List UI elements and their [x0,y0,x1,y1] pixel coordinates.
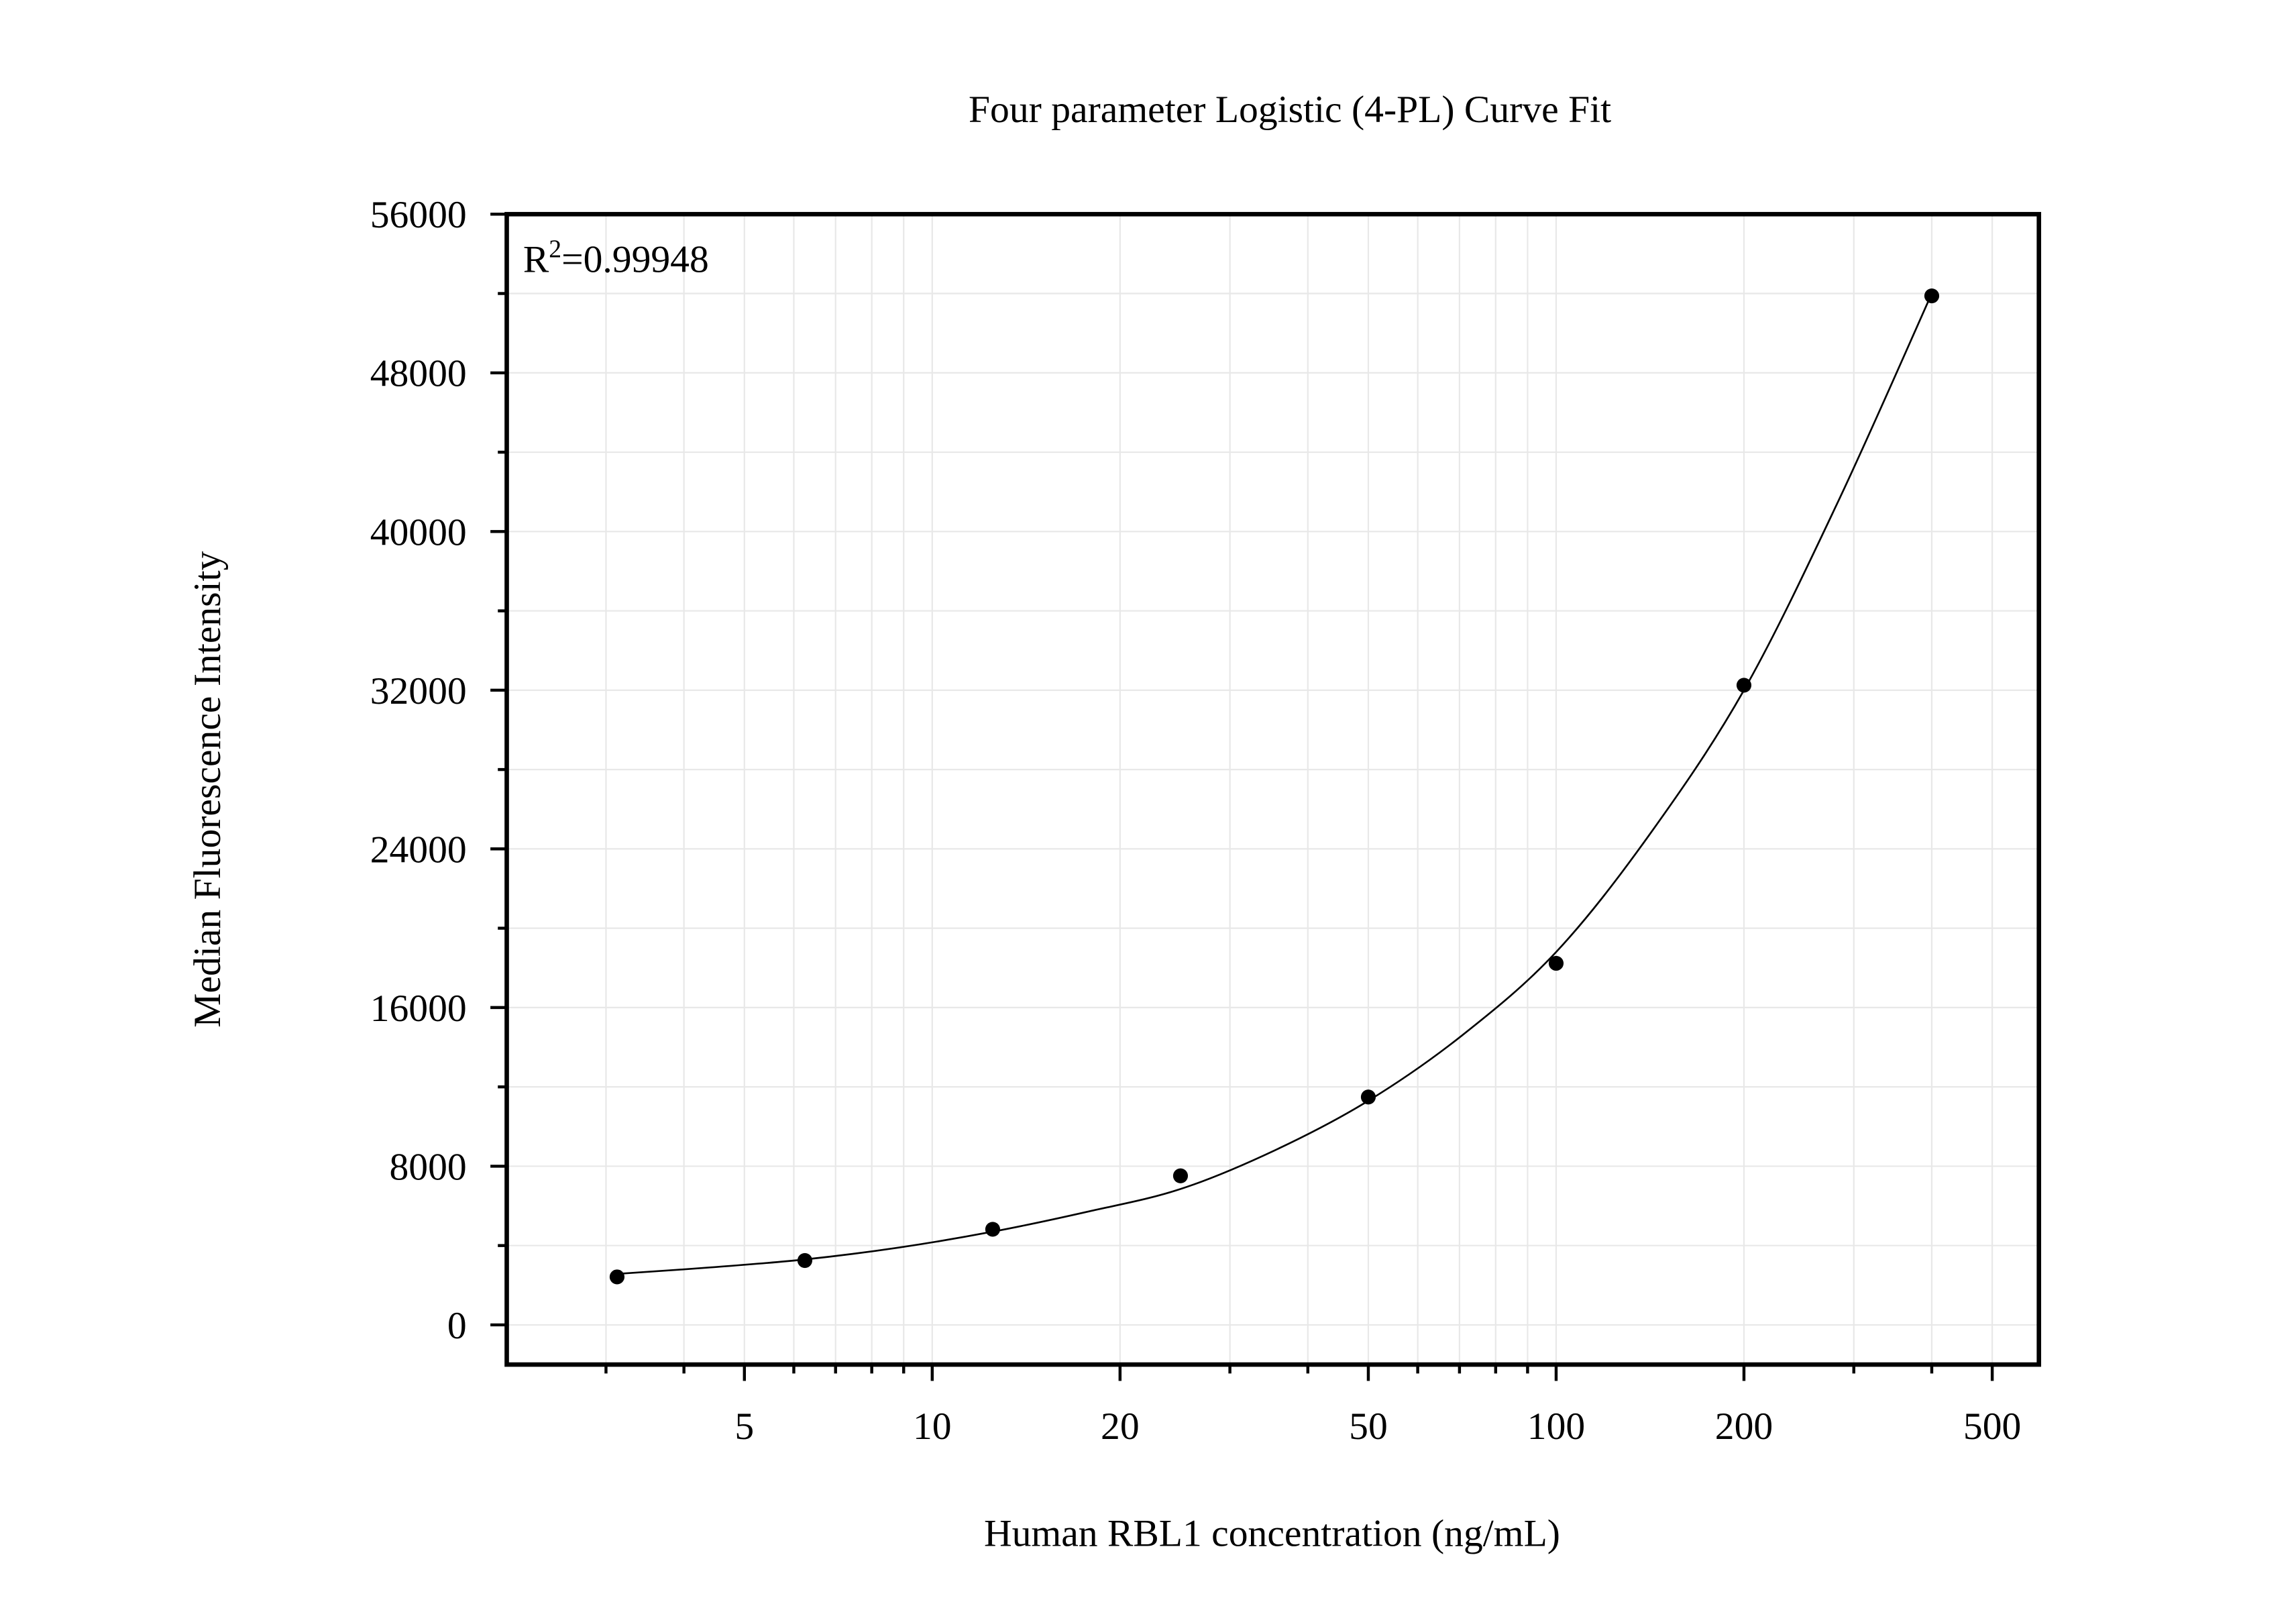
x-tick-label: 100 [1527,1405,1585,1448]
r-squared-sup: 2 [549,235,561,264]
data-point [1548,955,1564,971]
r-squared: R2=0.99948 [523,235,709,281]
y-tick-label: 32000 [370,670,467,712]
chart-title: Four parameter Logistic (4-PL) Curve Fit [969,89,1611,131]
y-tick-label: 8000 [389,1146,466,1188]
data-point [1360,1089,1376,1105]
data-point [1172,1168,1189,1183]
x-tick-label: 5 [734,1405,754,1448]
y-tick-label: 16000 [370,987,467,1030]
r-squared-value: =0.99948 [561,239,709,281]
y-tick-label: 48000 [370,353,467,395]
x-tick-label: 20 [1101,1405,1140,1448]
plot-frame [504,211,2042,1367]
y-tick-label: 0 [447,1305,467,1347]
x-axis-label: Human RBL1 concentration (ng/mL) [984,1512,1560,1554]
y-tick-label: 56000 [370,194,467,236]
fit-curve [616,292,1933,1275]
data-point [1736,678,1752,693]
data-point [985,1222,1001,1237]
data-point [1924,288,1940,304]
y-tick-label: 24000 [370,828,467,871]
data-point [609,1269,625,1285]
x-tick-label: 50 [1349,1405,1388,1448]
x-tick-label: 200 [1715,1405,1773,1448]
r-squared-base: R [523,239,549,281]
data-point [797,1252,813,1269]
x-tick-label: 10 [913,1405,952,1448]
y-tick-label: 40000 [370,511,467,553]
x-tick-label: 500 [1963,1405,2021,1448]
y-axis-label: Median Fluorescence Intensity [186,551,229,1027]
